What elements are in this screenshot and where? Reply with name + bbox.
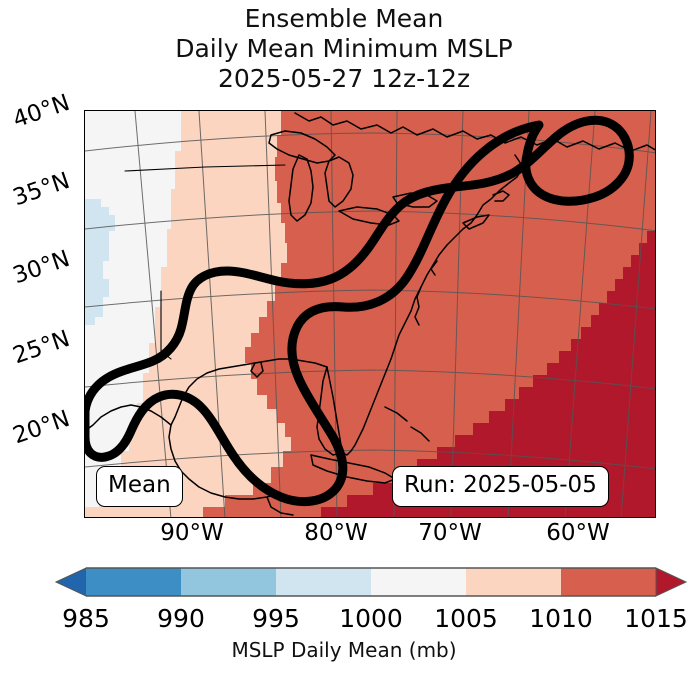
coast-delaware-bay: [430, 260, 438, 276]
meridian-75W: [393, 111, 398, 517]
mean-label-box: Mean: [96, 466, 183, 507]
run-date-box: Run: 2025-05-05: [392, 466, 609, 507]
colorbar-tick-995: 995: [252, 604, 300, 633]
colorbar-tick-990: 990: [157, 604, 205, 633]
parallel-25N: [85, 369, 655, 390]
coast-bahamas-2: [410, 426, 430, 442]
colorbar-title: MSLP Daily Mean (mb): [231, 638, 457, 662]
page-title: Ensemble Mean Daily Mean Minimum MSLP 20…: [0, 4, 688, 94]
colorbar-canvas: [54, 567, 688, 597]
title-line-2: Daily Mean Minimum MSLP: [175, 34, 513, 63]
coast-mississippi-delta: [250, 362, 264, 378]
contour-fill-layer: [85, 111, 655, 517]
lon-label-90W: 90°W: [160, 520, 224, 546]
coast-bahamas: [384, 406, 408, 422]
coast-yucatan: [266, 496, 294, 516]
colorbar-swatches: [54, 567, 688, 597]
lat-label-35N: 35°N: [9, 167, 74, 212]
colorbar-tick-1005: 1005: [434, 604, 498, 633]
colorbar-tick-1015: 1015: [624, 604, 688, 633]
fill-band-995-1000: [85, 199, 115, 325]
highlight-contour-layer: [85, 115, 634, 507]
meridian-60W: [564, 111, 596, 517]
colorbar-band-990-995: [181, 568, 276, 596]
meridian-90W: [198, 111, 226, 517]
lon-label-70W: 70°W: [418, 520, 482, 546]
meridian-95W: [134, 111, 172, 517]
colorbar-panel: 985 990 995 1000 1005 1010 1015: [0, 560, 688, 674]
lon-label-80W: 80°W: [304, 520, 368, 546]
lon-label-60W: 60°W: [546, 520, 610, 546]
colorbar-tick-1010: 1010: [529, 604, 593, 633]
title-line-1: Ensemble Mean: [244, 4, 444, 33]
parallel-40N: [85, 132, 655, 154]
colorbar-band-1000-1005: [371, 568, 466, 596]
border-us-north: [124, 164, 286, 172]
lat-label-40N: 40°N: [9, 89, 74, 134]
lake-erie: [338, 206, 400, 226]
colorbar-tick-1000: 1000: [339, 604, 403, 633]
colorbar-band-1010-1015: [561, 568, 656, 596]
coastline-layer: [85, 112, 655, 516]
map-clip: [85, 111, 655, 517]
coast-mexico-east: [168, 424, 282, 500]
fill-band-over-1015: [321, 231, 655, 517]
lat-label-25N: 25°N: [9, 325, 74, 370]
lake-huron: [324, 156, 354, 208]
lat-label-20N: 20°N: [9, 405, 74, 450]
coast-long-island: [462, 214, 490, 230]
colorbar-tick-985: 985: [62, 604, 110, 633]
colorbar-under-arrow: [54, 567, 87, 597]
meridian-85W: [264, 111, 282, 517]
map-canvas: [85, 111, 655, 517]
coast-canada-north: [294, 112, 655, 152]
parallel-30N: [85, 289, 655, 310]
parallel-35N: [85, 210, 655, 232]
lat-label-30N: 30°N: [9, 245, 74, 290]
map-panel: [84, 110, 656, 518]
colorbar-over-arrow: [655, 567, 688, 597]
meridian-55W: [620, 111, 652, 517]
contour-1015: [85, 115, 634, 507]
colorbar-band-995-1000: [276, 568, 371, 596]
colorbar-band-985-990: [86, 568, 181, 596]
border-us-mexico: [85, 404, 172, 432]
graticule-layer: [85, 111, 655, 517]
coast-chesapeake: [414, 286, 422, 326]
title-line-3: 2025-05-27 12z-12z: [217, 64, 471, 93]
lake-michigan: [288, 154, 314, 222]
coast-cape-cod: [492, 190, 510, 202]
colorbar-band-1005-1010: [466, 568, 561, 596]
parallel-20N: [85, 449, 655, 470]
coast-florida: [316, 366, 342, 456]
